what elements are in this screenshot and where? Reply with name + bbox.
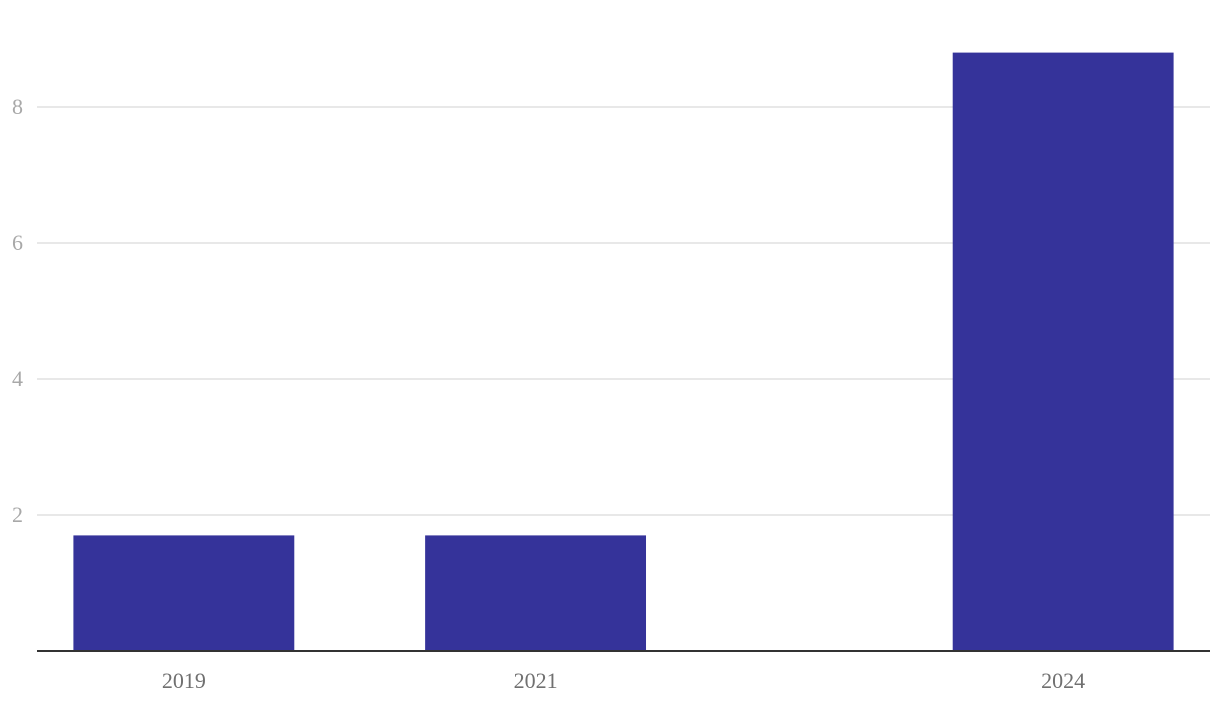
y-tick-label: 4 bbox=[12, 366, 23, 391]
bar bbox=[952, 52, 1174, 652]
x-tick-label: 2019 bbox=[162, 668, 206, 693]
bar bbox=[73, 535, 295, 651]
bar bbox=[425, 535, 647, 651]
y-tick-label: 6 bbox=[12, 230, 23, 255]
y-tick-label: 8 bbox=[12, 94, 23, 119]
x-tick-label: 2021 bbox=[514, 668, 558, 693]
y-tick-label: 2 bbox=[12, 502, 23, 527]
x-tick-label: 2024 bbox=[1041, 668, 1085, 693]
